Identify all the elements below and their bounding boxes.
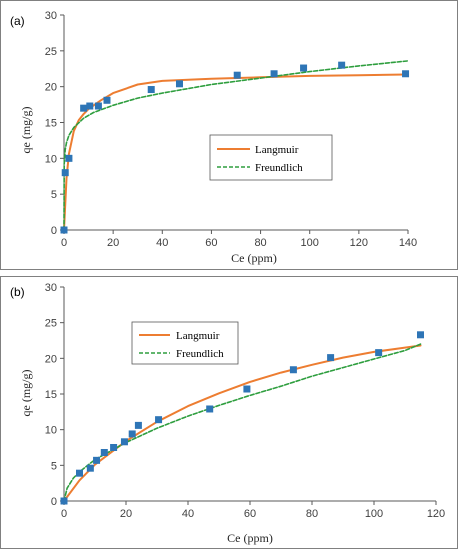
panel-b-x-tick-label: 120 — [427, 508, 445, 520]
panel-b-data-point — [243, 385, 251, 393]
panel-a-data-point — [80, 104, 88, 112]
panel-a-y-tick-label: 15 — [45, 118, 57, 130]
panel-a-legend-box — [209, 134, 333, 181]
panel-b-frame — [0, 276, 458, 549]
panel-a-y-tick-label: 30 — [45, 10, 57, 22]
panel-b-plot: 0 5 10 15 20 25 30 0 20 40 60 80 100 120 — [45, 282, 445, 520]
panel-b-x-tick-label: 0 — [61, 508, 67, 520]
panel-a-data-point — [300, 64, 308, 72]
panel-b-langmuir-curve — [63, 344, 422, 502]
panel-a-plot: 0 5 10 15 20 25 30 0 20 40 60 80 100 120 140 — [45, 10, 417, 249]
panel-a-x-tick-label: 60 — [205, 237, 217, 249]
panel-b-y-tick-label: 25 — [45, 318, 57, 330]
panel-a-legend-freundlich-label: Freundlich — [255, 162, 303, 174]
panel-a-x-tick-label: 100 — [301, 237, 319, 249]
panel-b-legend-freundlich-label: Freundlich — [176, 348, 224, 360]
panel-b-data-point — [206, 405, 214, 413]
panel-b-data-point — [93, 456, 101, 464]
panel-a-data-point — [60, 226, 68, 234]
panel-b-y-axis-label: qe (mg/g) — [19, 370, 33, 417]
panel-a-legend-langmuir-label: Langmuir — [255, 144, 299, 156]
panel-a-x-tick-label: 0 — [61, 237, 67, 249]
panel-a-x-tick-label: 80 — [254, 237, 266, 249]
panel-b-data-point — [110, 444, 118, 451]
panel-a-langmuir-curve — [63, 73, 407, 231]
panel-a-data-point — [233, 71, 241, 79]
panel-b-data-point — [60, 497, 68, 505]
panel-a-data-point — [103, 96, 111, 104]
panel-b-x-tick-label: 60 — [244, 508, 256, 520]
panel-b-y-tick-label: 10 — [45, 425, 57, 437]
panel-b-data-point — [86, 464, 94, 472]
panel-b-data-point — [134, 421, 142, 429]
panel-a-data-point — [338, 61, 346, 69]
panel-a-freundlich-curve — [63, 60, 409, 231]
panel-a-data-point — [175, 80, 183, 88]
panel-b-x-tick-label: 40 — [182, 508, 194, 520]
panel-a-x-tick-label: 140 — [399, 237, 417, 249]
panel-a-x-axis-label: Ce (ppm) — [231, 251, 277, 265]
panel-b-y-tick-label: 0 — [51, 496, 57, 508]
panel-a-y-tick-label: 10 — [45, 153, 57, 165]
panel-a-y-tick-label: 25 — [45, 46, 57, 58]
panel-a-data-point — [270, 70, 278, 78]
panel-b-data-point — [76, 469, 83, 477]
panel-a-y-tick-label: 5 — [51, 189, 57, 201]
panel-b-legend-box — [131, 321, 239, 365]
panel-a-data-point — [65, 154, 73, 162]
panel-b-data-point — [120, 438, 128, 446]
panel-b-x-tick-label: 100 — [365, 508, 383, 520]
panel-b-x-axis-label: Ce (ppm) — [227, 531, 273, 545]
panel-b-y-tick-label: 30 — [45, 282, 57, 294]
panel-b-y-tick-label: 20 — [45, 353, 57, 365]
panel-a-legend: Langmuir Freundlich — [209, 134, 333, 181]
panel-a-y-axis-label: qe (mg/g) — [19, 107, 33, 154]
panel-b-label: (b) — [10, 285, 25, 299]
panel-a-x-tick-label: 120 — [350, 237, 368, 249]
panel-b-data-point — [375, 349, 383, 357]
panel-b-data-point — [100, 448, 108, 456]
panel-b-legend-langmuir-label: Langmuir — [176, 330, 220, 342]
panel-b-data-point — [155, 416, 163, 424]
panel-b-data-point — [327, 354, 335, 362]
panel-a-x-tick-label: 40 — [156, 237, 168, 249]
panel-a-data-point — [61, 169, 69, 177]
panel-a-data-point — [402, 70, 410, 78]
panel-b-y-tick-label: 5 — [51, 460, 57, 472]
panel-a-y-tick-label: 20 — [45, 82, 57, 94]
panel-a-data-point — [86, 102, 94, 110]
panel-b-data-point — [128, 430, 136, 438]
panel-b-y-tick-label: 15 — [45, 389, 57, 401]
panel-b-x-tick-label: 20 — [120, 508, 132, 520]
panel-b-x-tick-label: 80 — [306, 508, 318, 520]
panel-a-x-tick-label: 20 — [107, 237, 119, 249]
panel-a-data-point — [147, 86, 155, 94]
panel-a-data-point — [94, 102, 102, 110]
panel-b-data-point — [417, 331, 424, 339]
panel-a-label: (a) — [10, 14, 25, 28]
panel-b-legend: Langmuir Freundlich — [131, 321, 239, 365]
panel-a-y-tick-label: 0 — [51, 225, 57, 237]
panel-b-data-point — [289, 366, 297, 374]
